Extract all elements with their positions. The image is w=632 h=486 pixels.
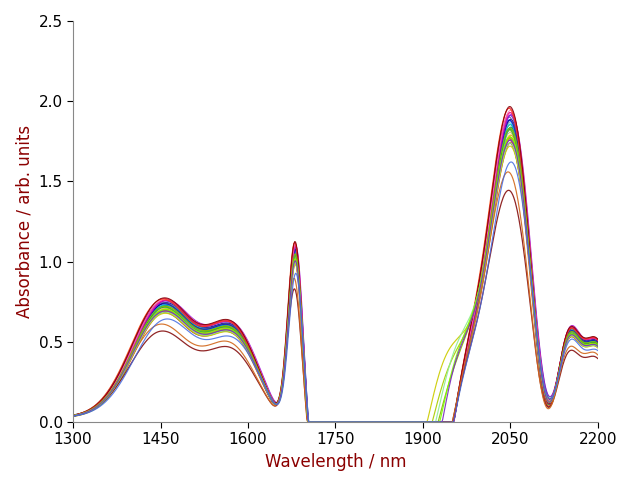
- Y-axis label: Absorbance / arb. units: Absorbance / arb. units: [15, 125, 33, 318]
- X-axis label: Wavelength / nm: Wavelength / nm: [265, 453, 406, 471]
